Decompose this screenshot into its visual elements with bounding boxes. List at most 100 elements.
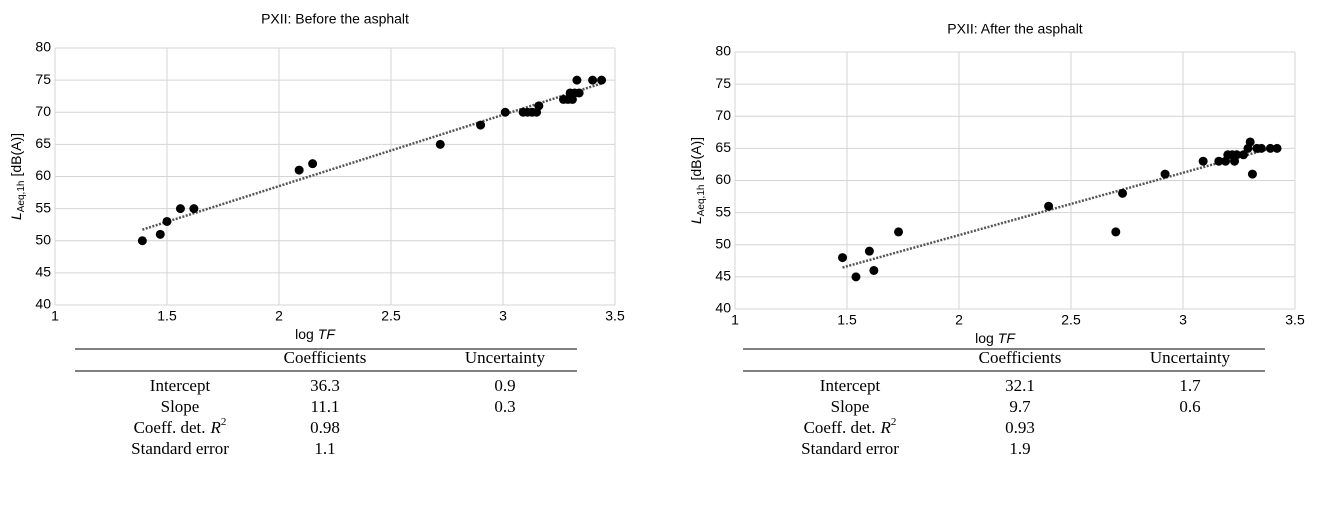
data-point: [1245, 137, 1255, 147]
row-label-part: Intercept: [150, 376, 211, 395]
x-tick-label: 1: [731, 312, 739, 328]
y-tick-label: 55: [715, 203, 731, 219]
data-point: [189, 204, 199, 214]
table-cell: 0.93: [1005, 418, 1035, 437]
y-tick-label: 80: [35, 39, 51, 55]
data-point: [838, 253, 848, 263]
y-tick-label: 70: [715, 107, 731, 123]
y-tick-label: 50: [35, 231, 51, 247]
data-point: [1044, 201, 1054, 211]
x-tick-label: 1: [51, 308, 59, 324]
row-label-superscript: 2: [221, 416, 227, 428]
data-point: [1238, 150, 1248, 160]
data-point: [869, 265, 879, 275]
y-label-subscript: Aeq,1h: [16, 181, 27, 213]
row-label-superscript: 2: [891, 416, 897, 428]
data-point: [1265, 143, 1275, 153]
data-point: [500, 107, 510, 117]
x-label-italic: TF: [998, 330, 1017, 346]
table-header: Uncertainty: [465, 348, 546, 367]
data-point: [572, 75, 582, 85]
data-point: [294, 165, 304, 175]
row-label-part: Coeff. det.: [804, 418, 876, 437]
x-axis-label: log TF: [295, 326, 336, 342]
table-cell: 32.1: [1005, 376, 1035, 395]
data-point: [1214, 156, 1224, 166]
row-label-part: R: [880, 418, 892, 437]
row-label-part: Standard error: [131, 439, 229, 458]
x-tick-label: 1.5: [157, 308, 177, 324]
data-point: [1198, 156, 1208, 166]
y-tick-label: 75: [35, 71, 51, 87]
data-point: [1232, 150, 1242, 160]
table-cell: 0.6: [1179, 397, 1200, 416]
y-label-symbol: L: [688, 216, 704, 224]
y-axis-label: LAeq,1h [dB(A)]: [688, 137, 707, 224]
row-label: Slope: [161, 397, 200, 416]
trend-line: [842, 145, 1278, 269]
y-tick-label: 65: [35, 135, 51, 151]
row-label-part: Coeff. det.: [134, 418, 206, 437]
y-label-unit: [dB(A)]: [8, 133, 24, 177]
table-cell: 9.7: [1009, 397, 1031, 416]
row-label: Coeff. det. R2: [134, 416, 227, 437]
data-point: [308, 159, 318, 169]
x-tick-label: 2.5: [1061, 312, 1081, 328]
data-point: [588, 75, 598, 85]
data-point: [155, 229, 165, 239]
chart-title: PXII: After the asphalt: [947, 21, 1083, 37]
y-tick-label: 60: [715, 171, 731, 187]
y-tick-label: 45: [715, 268, 731, 284]
data-point: [1160, 169, 1170, 179]
data-point: [851, 272, 861, 282]
table-cell: 1.7: [1179, 376, 1201, 395]
table-header: Coefficients: [284, 348, 367, 367]
y-label-subscript: Aeq,1h: [696, 185, 707, 217]
row-label-part: R: [210, 418, 222, 437]
table-cell: 36.3: [310, 376, 340, 395]
table-cell: 0.98: [310, 418, 340, 437]
data-point: [1111, 227, 1121, 237]
table-cell: 1.9: [1009, 439, 1030, 458]
y-label-symbol: L: [8, 212, 24, 220]
data-point: [435, 139, 445, 149]
x-label-text: log: [975, 330, 994, 346]
table-cell: 11.1: [310, 397, 339, 416]
y-tick-label: 60: [35, 167, 51, 183]
data-point: [175, 204, 185, 214]
row-label: Slope: [831, 397, 870, 416]
y-label-unit: [dB(A)]: [688, 137, 704, 181]
table-header: Uncertainty: [1150, 348, 1231, 367]
y-tick-label: 40: [35, 296, 51, 312]
x-label-italic: TF: [318, 326, 337, 342]
data-point: [1256, 143, 1266, 153]
table-cell: 0.3: [494, 397, 515, 416]
row-label: Standard error: [131, 439, 229, 458]
table-cell: 1.1: [314, 439, 335, 458]
row-label: Standard error: [801, 439, 899, 458]
row-label-part: Slope: [831, 397, 870, 416]
x-tick-label: 2: [275, 308, 283, 324]
x-tick-label: 2.5: [381, 308, 401, 324]
x-tick-label: 3: [499, 308, 507, 324]
data-point: [894, 227, 904, 237]
data-point: [1247, 169, 1257, 179]
data-point: [1118, 188, 1128, 198]
row-label-part: Slope: [161, 397, 200, 416]
data-point: [597, 75, 607, 85]
y-tick-label: 40: [715, 300, 731, 316]
x-tick-label: 3: [1179, 312, 1187, 328]
x-tick-label: 1.5: [837, 312, 857, 328]
table-header: Coefficients: [979, 348, 1062, 367]
x-label-text: log: [295, 326, 314, 342]
data-point: [864, 246, 874, 256]
y-tick-label: 55: [35, 199, 51, 215]
data-point: [574, 88, 584, 98]
x-tick-label: 3.5: [1285, 312, 1305, 328]
row-label-part: Standard error: [801, 439, 899, 458]
chart-title: PXII: Before the asphalt: [261, 11, 409, 27]
data-point: [534, 101, 544, 111]
y-tick-label: 45: [35, 264, 51, 280]
data-point: [162, 216, 172, 226]
y-tick-label: 70: [35, 103, 51, 119]
